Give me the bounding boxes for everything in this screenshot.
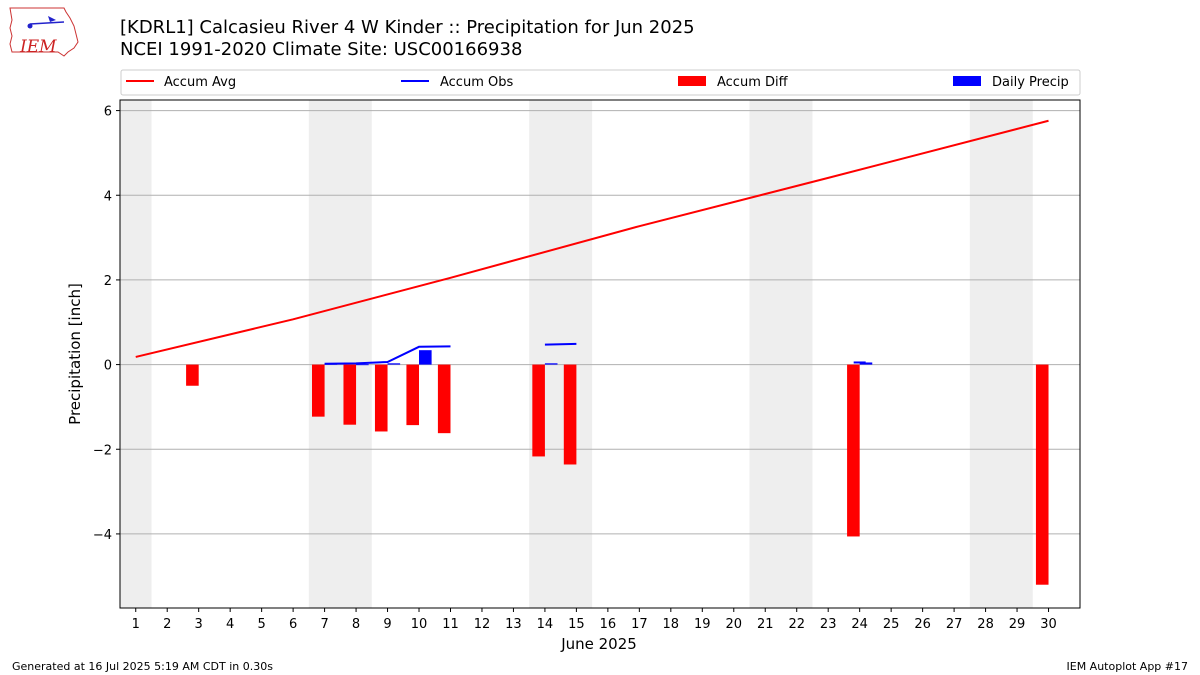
x-tick-label: 14 [537, 617, 554, 632]
x-tick-label: 9 [383, 617, 391, 632]
accum-diff-bar [186, 364, 199, 386]
x-tick-label: 17 [631, 617, 648, 632]
plot-frame [119, 99, 1081, 609]
legend-swatch-accum-diff [678, 76, 706, 86]
grid-lines [120, 110, 1080, 535]
weekend-band [529, 100, 593, 608]
daily-precip-bar [419, 350, 432, 365]
x-axis-label: June 2025 [560, 635, 637, 653]
x-tick-label: 20 [725, 617, 742, 632]
accum-diff-bar [374, 364, 388, 432]
x-tick-label: 18 [663, 617, 680, 632]
bar-marks [186, 350, 1049, 585]
weather-station-icon [29, 21, 65, 25]
x-tick-label: 7 [320, 617, 328, 632]
x-tick-label: 16 [600, 617, 617, 632]
generated-timestamp: Generated at 16 Jul 2025 5:19 AM CDT in … [12, 660, 273, 673]
x-tick-label: 26 [914, 617, 931, 632]
x-tick-label: 15 [568, 617, 585, 632]
y-tick-label: 4 [104, 189, 112, 204]
x-tick-label: 11 [442, 617, 459, 632]
y-tick-label: 2 [104, 274, 112, 289]
accum-obs-line [544, 342, 577, 346]
x-tick-label: 13 [505, 617, 522, 632]
chart-subtitle: NCEI 1991-2020 Climate Site: USC00166938 [120, 39, 523, 60]
legend-swatch-daily-precip [953, 76, 981, 86]
x-tick-label: 28 [977, 617, 994, 632]
legend-item-accum-diff: Accum Diff [678, 75, 789, 90]
x-tick-label: 24 [851, 617, 868, 632]
legend-label-daily-precip: Daily Precip [992, 75, 1069, 90]
x-tick-label: 5 [257, 617, 265, 632]
accum-diff-bar [1035, 364, 1049, 585]
logo-text: IEM [19, 37, 57, 57]
y-tick-label: 0 [104, 359, 112, 374]
iowa-outline-icon [9, 7, 79, 57]
chart-title: [KDRL1] Calcasieu River 4 W Kinder :: Pr… [120, 17, 695, 38]
x-tick-label: 29 [1009, 617, 1026, 632]
legend-box [120, 69, 1081, 96]
daily-precip-bar [387, 363, 401, 365]
legend-label-accum-diff: Accum Diff [717, 75, 789, 90]
accum-diff-bar [406, 364, 420, 426]
x-tick-label: 6 [289, 617, 297, 632]
x-tick-label: 25 [883, 617, 900, 632]
x-tick-label: 30 [1040, 617, 1057, 632]
x-tick-label: 4 [226, 617, 234, 632]
x-axis-ticks: 1 2 3 4 5 6 7 8 9 10 11 12 13 14 15 16 17 18 19 20 21 22 23 24 2… [132, 608, 1057, 632]
accum-obs-line [324, 345, 451, 365]
weekend-bands [120, 100, 1033, 608]
accum-diff-bar [437, 364, 451, 434]
y-tick-label: −4 [93, 528, 112, 543]
accum-diff-bar [312, 364, 325, 417]
accum-diff-bar [343, 364, 357, 425]
x-tick-label: 27 [946, 617, 963, 632]
station-dot-icon [27, 23, 33, 29]
x-tick-label: 8 [352, 617, 360, 632]
y-tick-label: 6 [104, 105, 112, 120]
daily-precip-bar [544, 363, 558, 365]
accum-diff-bar [847, 364, 860, 537]
legend: Accum Avg Accum Obs Accum Diff Daily Pre… [120, 69, 1081, 96]
x-tick-label: 2 [163, 617, 171, 632]
iem-logo: IEM [9, 7, 79, 57]
legend-label-accum-avg: Accum Avg [164, 75, 236, 90]
x-tick-label: 23 [820, 617, 837, 632]
x-tick-label: 12 [474, 617, 491, 632]
legend-item-accum-avg: Accum Avg [126, 75, 236, 90]
legend-item-daily-precip: Daily Precip [953, 75, 1069, 90]
accum-diff-bar [563, 364, 577, 465]
y-tick-label: −2 [93, 443, 112, 458]
weekend-band [749, 100, 813, 608]
wind-vane-icon [48, 16, 56, 22]
x-tick-label: 3 [195, 617, 203, 632]
accum-avg-line [135, 119, 1049, 358]
x-tick-label: 21 [757, 617, 774, 632]
x-tick-label: 19 [694, 617, 711, 632]
y-axis-label: Precipitation [inch] [66, 283, 84, 425]
weekend-band [969, 100, 1033, 608]
y-axis-ticks: −4 −2 0 2 4 6 [93, 105, 120, 543]
legend-label-accum-obs: Accum Obs [440, 75, 513, 90]
accum-diff-bar [532, 364, 545, 457]
app-credit: IEM Autoplot App #17 [1066, 660, 1189, 673]
x-tick-label: 1 [132, 617, 140, 632]
daily-precip-bar [859, 362, 873, 365]
x-tick-label: 10 [411, 617, 428, 632]
daily-precip-bar [356, 364, 369, 366]
weekend-band [308, 100, 372, 608]
legend-item-accum-obs: Accum Obs [401, 75, 513, 90]
line-marks [135, 119, 1049, 365]
x-tick-label: 22 [788, 617, 805, 632]
